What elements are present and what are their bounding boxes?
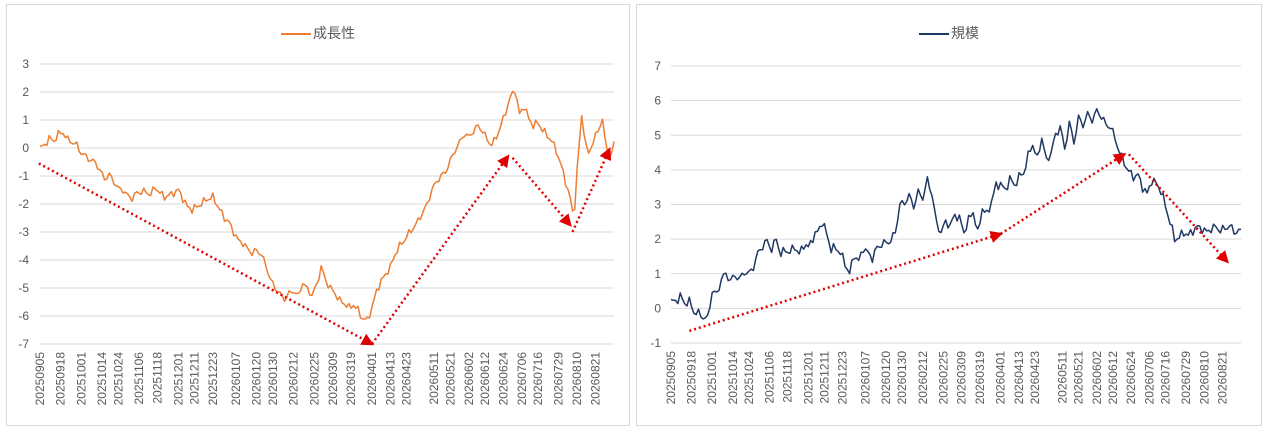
x-tick-label: 20260521: [1071, 351, 1085, 405]
x-tick-label: 20260212: [916, 351, 930, 405]
y-tick-label: -1: [650, 336, 661, 350]
y-tick-label: 5: [654, 128, 661, 142]
x-tick-label: 20260624: [1124, 351, 1138, 405]
trend-arrow: [1127, 153, 1229, 264]
x-tick-label: 20250918: [54, 352, 68, 406]
x-tick-label: 20260521: [443, 352, 457, 406]
x-tick-label: 20251211: [187, 352, 201, 405]
y-tick-label: 1: [654, 267, 661, 281]
x-tick-label: 20251118: [781, 351, 795, 403]
scale-chart-panel: 規模 7 6 5 4 3 2 1 0 -1 20250905 20250918 20251001 202…: [636, 4, 1262, 426]
x-tick-label: 20260107: [859, 351, 873, 405]
series-line: [670, 108, 1242, 320]
x-tick-label: 20260716: [1158, 351, 1172, 405]
trend-arrow: [370, 154, 510, 345]
x-tick-label: 20251024: [111, 352, 125, 406]
legend-swatch: [919, 33, 949, 36]
y-tick-label: 2: [654, 232, 661, 246]
x-tick-label: 20260401: [994, 351, 1008, 405]
legend: 成長性: [7, 23, 629, 43]
x-tick-label: 20260130: [266, 352, 280, 406]
x-tick-label: 20260716: [531, 352, 545, 406]
growth-chart: 3 2 1 0 -1 -2 -3 -4 -5 -6 -7 20250905 20250918 202510…: [18, 57, 615, 406]
x-tick-label: 20251118: [151, 352, 165, 404]
y-tick-label: 3: [22, 57, 29, 71]
x-tick-label: 20250905: [33, 352, 47, 406]
y-tick-label: -6: [18, 309, 29, 323]
x-tick-label: 20260225: [307, 352, 321, 406]
y-tick-label: 0: [654, 301, 661, 315]
x-tick-label: 20251223: [836, 351, 850, 405]
legend-label: 規模: [951, 25, 979, 41]
x-tick-label: 20251211: [817, 351, 831, 404]
x-tick-label: 20250918: [685, 351, 699, 405]
x-tick-label: 20251223: [206, 352, 220, 406]
x-tick-label: 20260309: [955, 351, 969, 405]
x-tick-label: 20260107: [229, 352, 243, 406]
trend-arrow: [999, 152, 1127, 235]
y-tick-label: 7: [654, 59, 661, 73]
x-tick-label: 20260511: [427, 352, 441, 405]
x-tick-label: 20260706: [515, 352, 529, 406]
y-tick-label: 0: [22, 141, 29, 155]
x-tick-label: 20251024: [742, 351, 756, 405]
trend-arrow: [38, 162, 375, 346]
y-tick-label: 3: [654, 198, 661, 212]
y-tick-label: -7: [18, 337, 29, 351]
x-tick-label: 20260413: [1012, 351, 1026, 405]
trend-arrow: [688, 230, 1004, 333]
x-tick-label: 20260225: [936, 351, 950, 405]
series-line: [39, 90, 615, 320]
x-tick-label: 20260810: [1197, 351, 1211, 405]
x-tick-label: 20260423: [1028, 351, 1042, 405]
x-tick-label: 20251001: [74, 352, 88, 406]
x-tick-label: 20251201: [801, 351, 815, 405]
legend: 規模: [637, 23, 1261, 43]
x-tick-label: 20251014: [95, 352, 109, 406]
trend-arrow: [571, 147, 612, 233]
x-tick-label: 20260729: [1179, 351, 1193, 405]
growth-chart-panel: 成長性 3 2 1 0 -1 -2 -3 -4 -5 -6 -7 20250905 20250918 20…: [6, 4, 630, 426]
x-tick-label: 20251014: [726, 351, 740, 405]
x-tick-label: 20260612: [1106, 351, 1120, 405]
x-tick-label: 20260602: [462, 352, 476, 406]
y-tick-label: -3: [18, 225, 29, 239]
x-tick-label: 20260120: [250, 352, 264, 406]
legend-label: 成長性: [313, 25, 355, 41]
x-tick-label: 20260423: [400, 352, 414, 406]
x-tick-label: 20251106: [762, 351, 776, 404]
y-tick-label: -1: [18, 169, 29, 183]
y-tick-label: 1: [22, 113, 29, 127]
x-tick-label: 20260821: [1216, 351, 1230, 405]
x-tick-label: 20260401: [365, 352, 379, 406]
legend-swatch: [281, 33, 311, 36]
y-tick-label: 4: [654, 163, 661, 177]
x-tick-label: 20250905: [664, 351, 678, 405]
x-tick-label: 20260413: [383, 352, 397, 406]
x-tick-label: 20260821: [589, 352, 603, 406]
x-tick-label: 20260120: [879, 351, 893, 405]
x-tick-label: 20260511: [1055, 351, 1069, 404]
y-tick-label: 2: [22, 85, 29, 99]
x-tick-label: 20251001: [705, 351, 719, 405]
x-tick-label: 20260319: [973, 351, 987, 405]
x-tick-label: 20260212: [287, 352, 301, 406]
x-tick-label: 20260602: [1090, 351, 1104, 405]
y-tick-label: -2: [18, 197, 29, 211]
x-tick-label: 20260612: [478, 352, 492, 406]
x-tick-label: 20260729: [552, 352, 566, 406]
x-tick-label: 20251106: [132, 352, 146, 405]
x-tick-label: 20260319: [344, 352, 358, 406]
x-tick-label: 20260309: [326, 352, 340, 406]
y-tick-label: -5: [18, 281, 29, 295]
y-tick-label: 6: [654, 94, 661, 108]
y-tick-label: -4: [18, 253, 29, 267]
x-tick-label: 20260810: [570, 352, 584, 406]
x-tick-label: 20260706: [1142, 351, 1156, 405]
x-tick-label: 20260130: [895, 351, 909, 405]
x-tick-label: 20260624: [496, 352, 510, 406]
x-tick-label: 20251201: [171, 352, 185, 406]
